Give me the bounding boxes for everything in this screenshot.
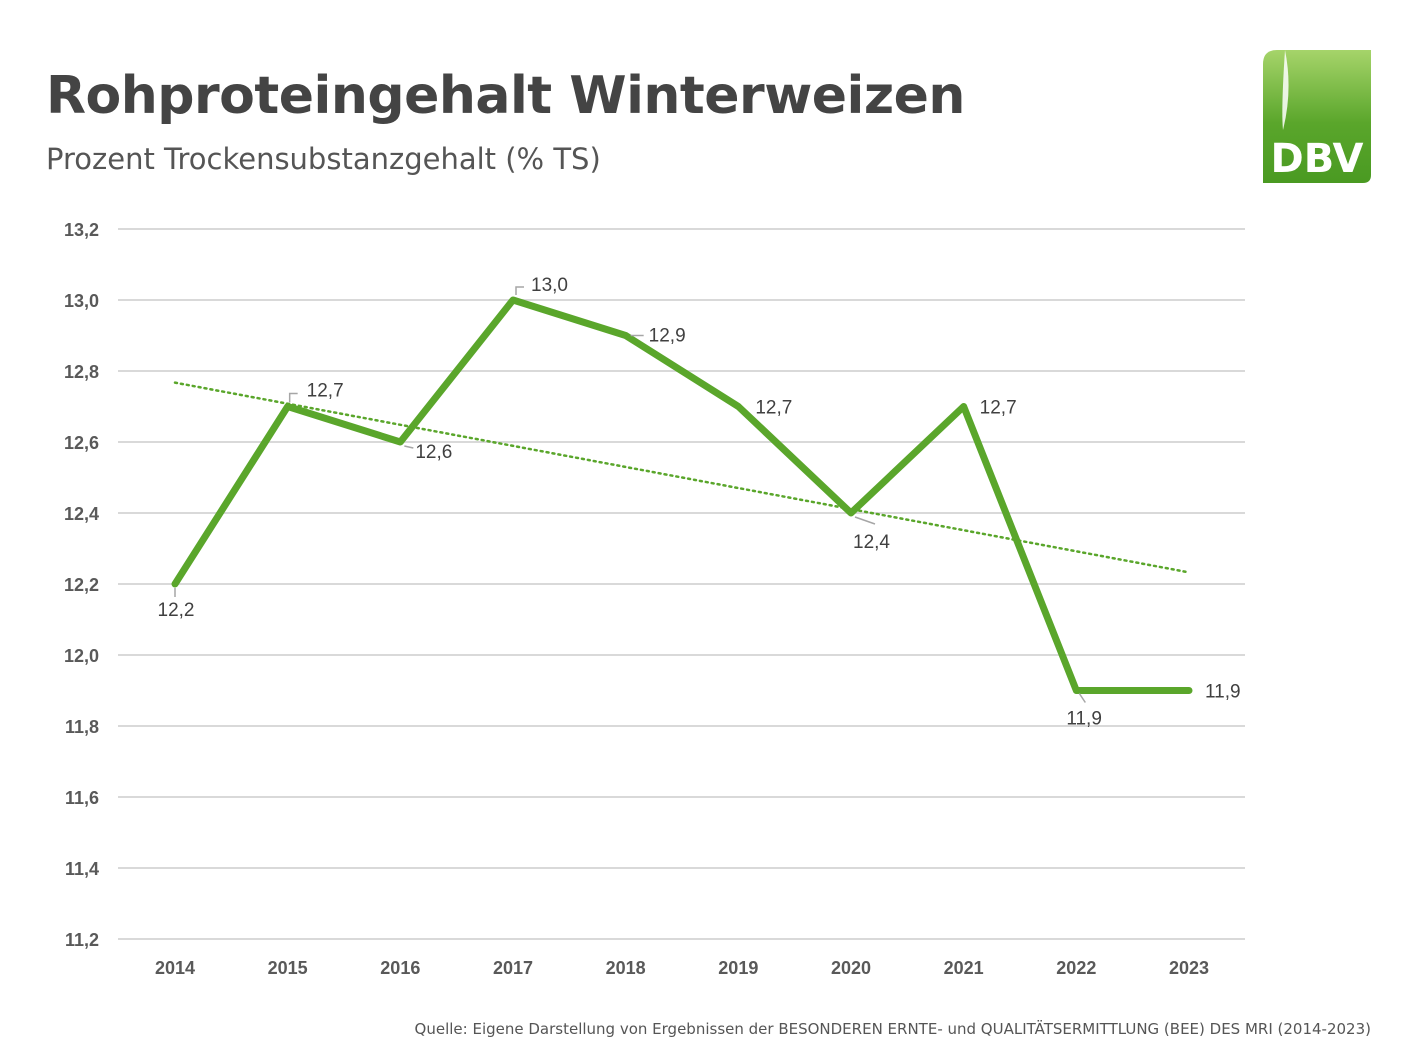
y-tick-label: 11,8 <box>65 717 99 737</box>
data-point <box>961 404 967 409</box>
x-tick-label: 2023 <box>1169 958 1209 978</box>
leader-line <box>288 392 298 403</box>
leader-line <box>515 286 524 295</box>
data-label: 12,2 <box>158 600 195 621</box>
dbv-logo: DBV <box>1263 50 1371 183</box>
data-point <box>397 439 403 445</box>
leader-line <box>404 445 414 449</box>
data-label: 12,4 <box>853 532 890 553</box>
data-point <box>1073 688 1079 693</box>
data-point <box>848 510 854 516</box>
x-tick-label: 2015 <box>268 958 308 978</box>
chart-title: Rohproteingehalt Winterweizen <box>46 66 965 126</box>
y-tick-label: 12,2 <box>64 575 99 595</box>
x-tick-label: 2022 <box>1056 958 1096 978</box>
x-tick-label: 2019 <box>718 958 758 978</box>
leader-line <box>1078 693 1086 703</box>
data-point <box>510 297 516 303</box>
data-label: 12,9 <box>649 326 686 347</box>
data-point <box>1186 688 1192 693</box>
trendline <box>173 381 1191 574</box>
leader-line <box>854 516 876 525</box>
data-label: 13,0 <box>531 275 568 296</box>
data-label: 12,7 <box>980 398 1017 419</box>
data-labels: 12,2 12,7 12,6 13,0 12,9 12,7 12,4 12,7 11,9 11,9 <box>158 275 1241 730</box>
series-line <box>171 296 1193 694</box>
y-tick-label: 12,8 <box>64 362 99 382</box>
chart-subtitle: Prozent Trockensubstanzgehalt (% TS) <box>46 142 601 176</box>
data-point <box>285 404 291 409</box>
grid-lines <box>118 228 1245 940</box>
data-label: 12,6 <box>415 442 452 463</box>
data-point <box>623 333 629 338</box>
x-tick-label: 2018 <box>606 958 646 978</box>
y-tick-label: 11,4 <box>65 859 99 879</box>
data-label: 11,9 <box>1066 709 1102 730</box>
axes: 11,2 11,4 11,6 11,8 12,0 12,2 12,4 12,6 12,8 13,0… <box>64 220 1209 978</box>
y-tick-label: 12,4 <box>64 504 99 524</box>
data-label: 12,7 <box>755 398 792 419</box>
x-tick-label: 2016 <box>380 958 420 978</box>
series-layer <box>171 296 1193 694</box>
y-tick-label: 11,2 <box>65 930 99 950</box>
data-label: 11,9 <box>1205 682 1241 703</box>
logo-text: DBV <box>1270 136 1363 182</box>
y-tick-label: 12,6 <box>64 433 99 453</box>
x-tick-label: 2020 <box>831 958 871 978</box>
y-tick-label: 11,6 <box>65 788 99 808</box>
y-tick-label: 12,0 <box>64 646 99 666</box>
y-tick-label: 13,0 <box>64 291 99 311</box>
x-tick-label: 2021 <box>944 958 984 978</box>
x-tick-label: 2017 <box>493 958 533 978</box>
y-tick-label: 13,2 <box>64 220 99 240</box>
data-label: 12,7 <box>307 381 344 402</box>
x-tick-label: 2014 <box>155 958 195 978</box>
data-point <box>735 404 741 409</box>
data-point <box>172 581 178 587</box>
source-note: Quelle: Eigene Darstellung von Ergebniss… <box>414 1020 1371 1038</box>
trendline-layer <box>173 381 1191 574</box>
